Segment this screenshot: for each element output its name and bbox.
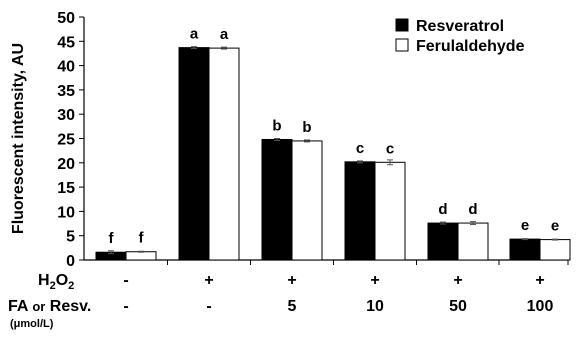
significance-letter: c <box>386 140 394 157</box>
h2o2-cell: + <box>287 272 297 289</box>
h2o2-cell: + <box>535 272 545 289</box>
y-tick-label: 10 <box>57 204 75 221</box>
significance-letter: b <box>302 119 311 136</box>
h2o2-label-o: O <box>55 272 69 289</box>
axes: 0 5 10 15 20 25 30 35 40 45 50 Fluorescent intensit… <box>10 10 569 270</box>
legend: Resveratrol Ferulaldehyde <box>395 18 525 55</box>
fa-cell: 10 <box>366 298 384 315</box>
fa-label-fa: FA <box>8 298 28 315</box>
fa-cell: - <box>123 298 129 315</box>
y-tick-label: 50 <box>57 10 75 27</box>
bar-ferulaldehyde <box>125 251 157 261</box>
y-tick-label: 35 <box>57 83 75 100</box>
significance-letter: f <box>109 230 115 247</box>
fa-cell: - <box>206 298 212 315</box>
h2o2-cell: + <box>370 272 380 289</box>
significance-letter: d <box>468 201 477 218</box>
legend-swatch-resveratrol <box>395 18 409 32</box>
significance-letter: c <box>356 140 364 157</box>
fa-cell: 50 <box>449 298 467 315</box>
fa-cell: 100 <box>526 298 554 315</box>
y-tick-label: 30 <box>57 107 75 124</box>
bar-resveratrol <box>509 238 541 261</box>
y-tick-label: 5 <box>66 229 75 246</box>
y-tick-label: 25 <box>57 132 75 149</box>
h2o2-label-sub1: 2 <box>49 280 56 293</box>
bar-ferulaldehyde <box>374 161 406 261</box>
y-tick-label: 15 <box>57 180 75 197</box>
fa-row-label: FA or Resv. <box>8 298 91 316</box>
h2o2-cell: - <box>123 272 129 289</box>
significance-letter: f <box>139 230 145 247</box>
bar-resveratrol <box>178 47 210 261</box>
y-tick-label: 45 <box>57 34 75 51</box>
y-axis-label: Fluorescent intensity, AU <box>10 43 27 234</box>
legend-label-ferulaldehyde: Ferulaldehyde <box>416 38 525 55</box>
significance-letter: d <box>438 201 447 218</box>
bars: f a b c d e f a b c d e <box>95 26 571 261</box>
fa-label-or: or <box>32 299 46 314</box>
y-tick-label: 40 <box>57 59 75 76</box>
legend-label-resveratrol: Resveratrol <box>416 18 504 35</box>
bar-ferulaldehyde <box>457 222 489 261</box>
bar-resveratrol <box>261 138 293 261</box>
significance-letter: a <box>220 26 229 43</box>
y-tick-label: 0 <box>66 253 75 270</box>
legend-swatch-ferulaldehyde <box>395 38 409 52</box>
significance-letter: e <box>551 218 559 235</box>
bar-resveratrol <box>427 222 459 261</box>
fa-units-label: (μmol/L) <box>10 318 54 330</box>
h2o2-cell: + <box>453 272 463 289</box>
h2o2-cell: + <box>204 272 214 289</box>
y-tick-label: 20 <box>57 156 75 173</box>
significance-letter: e <box>521 217 529 234</box>
significance-letter: b <box>272 117 281 134</box>
fa-cell: 5 <box>287 298 297 315</box>
bar-ferulaldehyde <box>291 140 323 261</box>
bar-ferulaldehyde <box>208 47 240 261</box>
significance-letter: a <box>190 26 199 43</box>
h2o2-label-h: H <box>38 272 50 289</box>
bar-ferulaldehyde <box>539 239 571 261</box>
bar-resveratrol <box>344 161 376 261</box>
h2o2-label-sub2: 2 <box>68 280 75 293</box>
h2o2-row-label: H2O2 <box>38 272 74 295</box>
fa-label-resv: Resv. <box>49 298 92 315</box>
